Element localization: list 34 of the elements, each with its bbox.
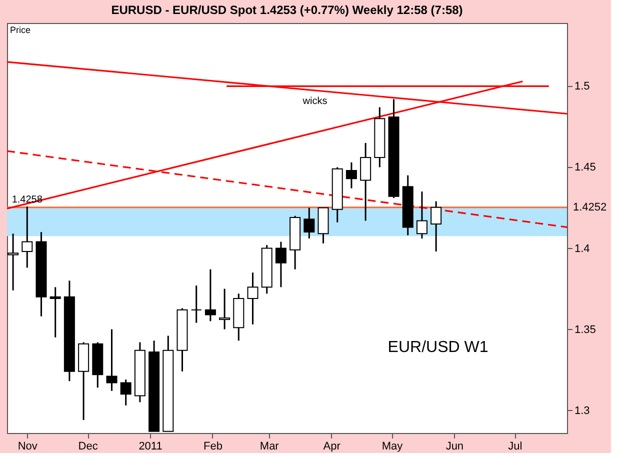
x-tick-label: Nov	[18, 440, 38, 452]
x-tick-label: Jun	[446, 440, 464, 452]
candlestick	[219, 288, 230, 330]
chart-title: EURUSD - EUR/USD Spot 1.4253 (+0.77%) Weekly 12:58 (7:58)	[111, 3, 463, 17]
candlestick	[106, 328, 118, 392]
candlestick	[416, 190, 428, 240]
candlestick	[247, 272, 258, 326]
x-tick-label: May	[382, 440, 404, 452]
annotation: 1.4258	[12, 194, 43, 206]
candlestick	[430, 200, 442, 252]
candlestick	[204, 268, 216, 322]
annotation: EUR/USD W1	[388, 338, 488, 356]
x-tick-label: Jul	[508, 440, 522, 452]
x-tick-label: Mar	[260, 440, 280, 452]
x-tick-label: Dec	[78, 440, 98, 452]
candlestick	[50, 286, 61, 338]
y-tick-label: 1.5	[574, 80, 590, 93]
x-tick-label: 2011	[138, 440, 162, 452]
annotation: wicks	[302, 96, 328, 107]
y-tick-label: 1.3	[574, 404, 590, 417]
candlestick	[275, 241, 286, 288]
ref-line-label: 1.4252	[573, 201, 607, 214]
candlestick	[346, 162, 357, 190]
candlestick	[22, 206, 33, 268]
candlestick	[360, 142, 372, 222]
candlestick	[190, 284, 202, 324]
x-tick-label: Feb	[203, 440, 222, 452]
candlestick	[304, 206, 315, 240]
x-tick-label: Apr	[323, 440, 341, 452]
y-tick-label: 1.35	[574, 324, 596, 336]
candlestick	[120, 378, 132, 406]
y-tick-label: 1.45	[574, 162, 596, 174]
y-axis-title: Price	[10, 25, 31, 35]
y-tick-label: 1.4	[574, 242, 590, 255]
